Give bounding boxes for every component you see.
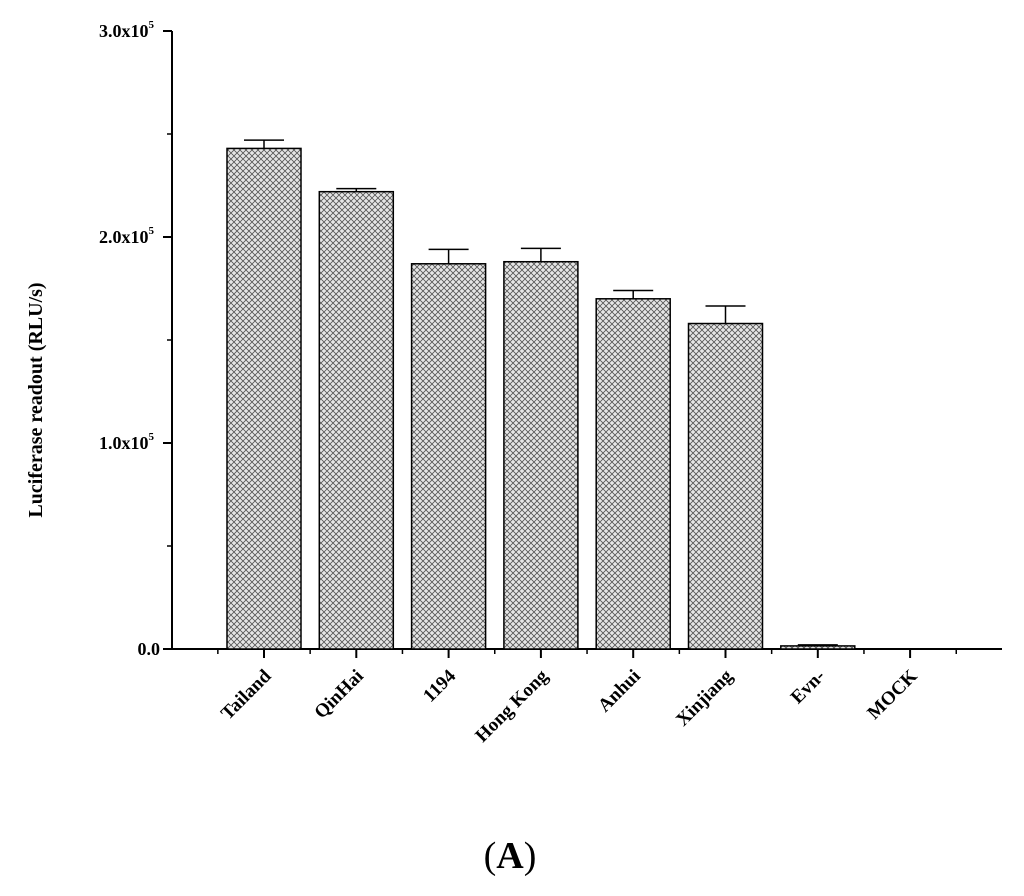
x-axis <box>172 648 1002 658</box>
category-label-6: Evn- <box>787 666 829 708</box>
bar-0 <box>226 147 302 650</box>
category-labels: Tailand QinHai 1194 Hong Kong Anhui Xinjiang E… <box>217 665 922 746</box>
category-label-2: 1194 <box>419 665 460 706</box>
y-tick-exponent: 5 <box>149 19 155 31</box>
y-tick-label: 0.0 <box>138 639 161 659</box>
panel-label-close: ) <box>524 835 537 877</box>
y-tick-label: 2.0x105 <box>99 225 155 247</box>
panel-label: (A) <box>484 835 537 877</box>
bar-1 <box>318 190 395 650</box>
category-label-4: Anhui <box>594 666 645 717</box>
y-tick-mantissa: 0.0 <box>138 639 161 659</box>
y-tick-exponent: 5 <box>149 225 155 237</box>
y-tick-mantissa: 2.0x10 <box>99 227 149 247</box>
category-label-5: Xinjiang <box>672 665 737 730</box>
y-tick-exponent: 5 <box>149 431 155 443</box>
bar-4 <box>595 298 671 650</box>
y-tick-label: 1.0x105 <box>99 431 155 453</box>
bar-5 <box>687 322 764 650</box>
category-label-0: Tailand <box>217 665 276 724</box>
bar-2 <box>410 263 487 650</box>
category-label-1: QinHai <box>310 666 367 723</box>
panel-label-open: ( <box>484 835 497 877</box>
bars <box>226 147 856 650</box>
bar-3 <box>503 260 579 650</box>
category-label-7: MOCK <box>863 666 921 724</box>
error-bars <box>244 139 838 646</box>
category-label-3: Hong Kong <box>472 665 553 746</box>
y-tick-mantissa: 3.0x10 <box>99 21 149 41</box>
bar-6 <box>780 645 856 650</box>
y-tick-mantissa: 1.0x10 <box>99 433 149 453</box>
y-axis-label: Luciferase readout (RLU/s) <box>25 282 47 517</box>
panel-label-letter: A <box>496 835 524 877</box>
y-tick-label: 3.0x105 <box>99 19 155 41</box>
